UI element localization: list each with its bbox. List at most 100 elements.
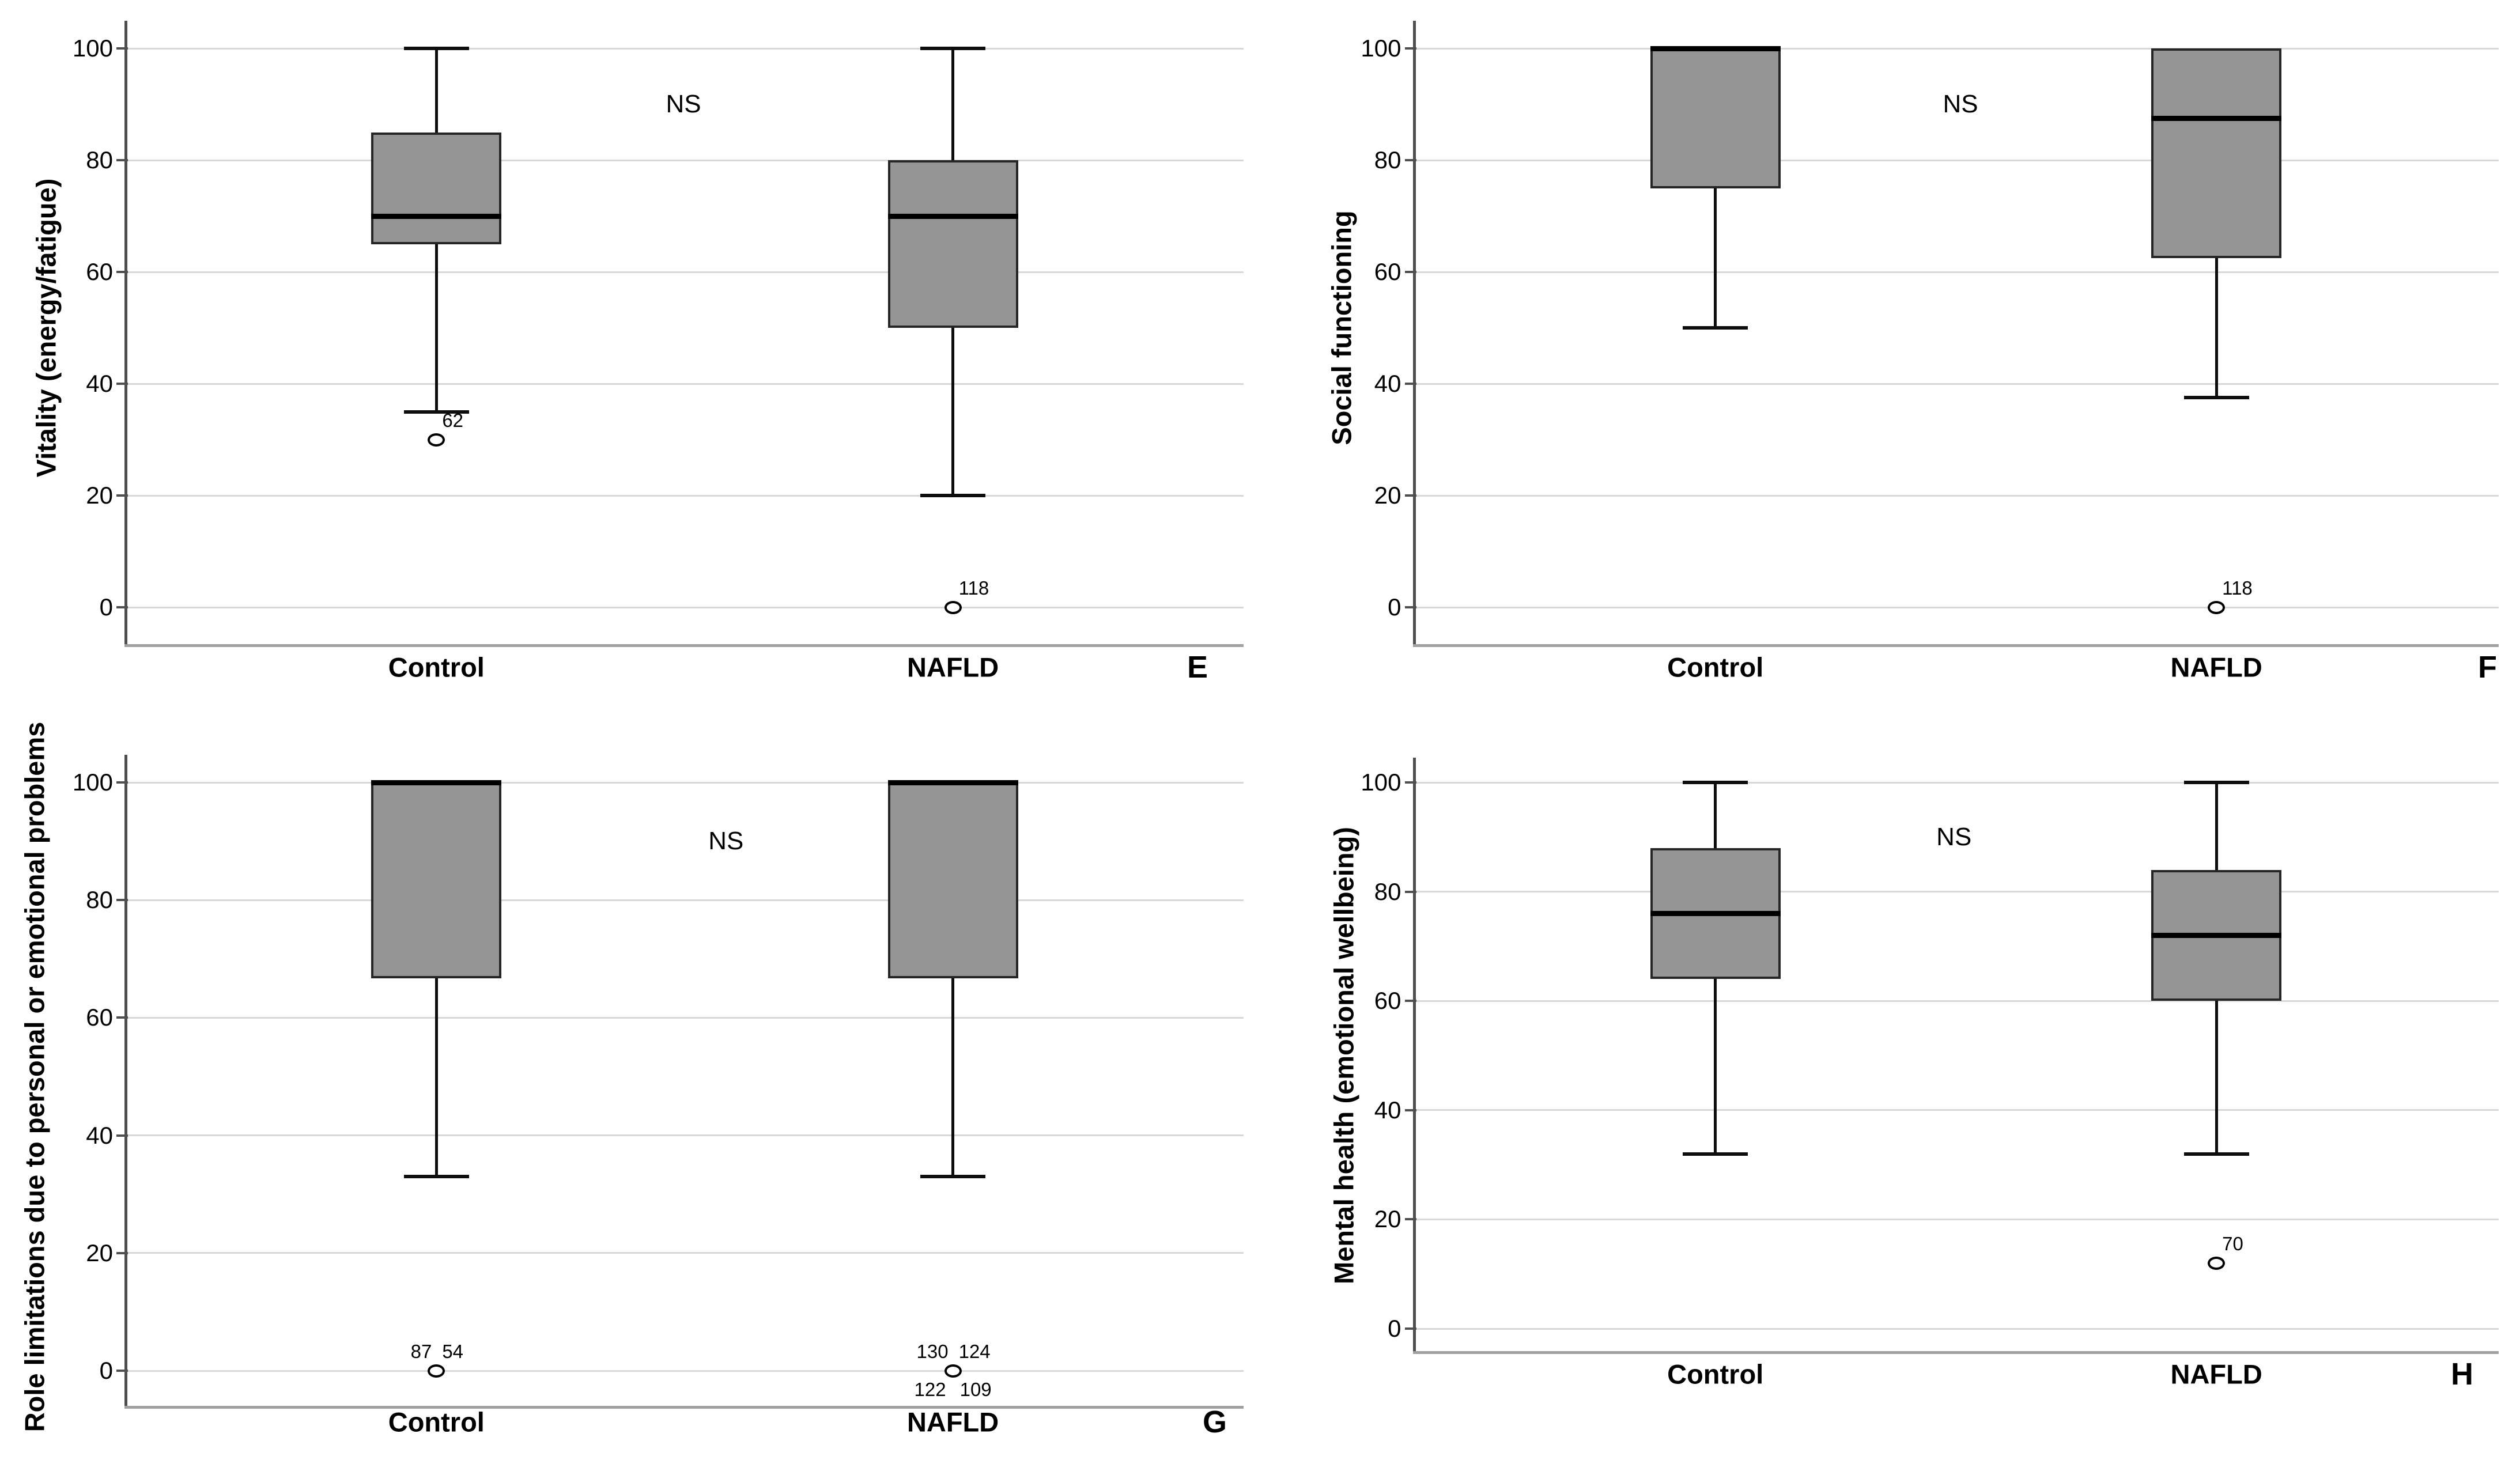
y-tick-label: 40 [1374, 370, 1401, 397]
whisker-cap-lower [1683, 326, 1748, 330]
whisker-cap-upper [920, 47, 986, 50]
panel-letter-F: F [2478, 650, 2497, 684]
y-tick-mark [116, 494, 128, 497]
outlier-point [2208, 1256, 2226, 1270]
y-tick-label: 0 [1388, 593, 1401, 621]
box-control [371, 782, 502, 978]
gridline [1414, 1218, 2499, 1220]
outlier-case-label: 87 [410, 1341, 432, 1362]
y-axis-line [124, 21, 127, 644]
y-tick-label: 0 [99, 593, 113, 621]
gridline [1414, 47, 2499, 50]
y-tick-label: 80 [1374, 146, 1401, 173]
y-tick-mark [1404, 383, 1416, 385]
whisker-cap-upper [403, 47, 469, 50]
y-tick-label: 60 [86, 1004, 113, 1031]
whisker-line-lower [435, 978, 438, 1177]
median-line [2151, 115, 2282, 121]
y-tick-label: 0 [99, 1357, 113, 1384]
y-tick-label: 100 [1361, 35, 1401, 62]
x-axis-line [1412, 1351, 2499, 1354]
whisker-line-lower [1714, 979, 1717, 1154]
y-tick-mark [116, 899, 128, 902]
significance-annotation: NS [1943, 90, 1978, 118]
outlier-case-label: 62 [442, 410, 464, 431]
y-tick-label: 80 [86, 886, 113, 914]
y-tick-mark [1404, 1000, 1416, 1003]
box-nafld [887, 782, 1018, 978]
box-control [1650, 48, 1781, 188]
outlier-point [944, 600, 962, 614]
whisker-cap-upper [1683, 781, 1748, 784]
median-line [2151, 932, 2282, 938]
gridline [126, 606, 1244, 608]
y-tick-mark [116, 606, 128, 608]
gridline [126, 1252, 1244, 1254]
whisker-cap-lower [2183, 1152, 2249, 1156]
outlier-case-label: 130 [916, 1341, 949, 1362]
gridline [1414, 781, 2499, 784]
y-tick-label: 40 [86, 1121, 113, 1149]
y-tick-label: 80 [1374, 877, 1401, 905]
panel-letter-G: G [1202, 1405, 1227, 1439]
category-label-nafld: NAFLD [906, 652, 999, 683]
y-tick-mark [1404, 47, 1416, 50]
whisker-line-lower [951, 328, 955, 496]
significance-annotation: NS [666, 90, 701, 118]
category-label-control: Control [388, 1406, 485, 1438]
y-tick-label: 20 [1374, 1205, 1401, 1233]
panel-letter-H: H [2451, 1357, 2473, 1391]
whisker-cap-lower [920, 494, 986, 497]
x-axis-line [124, 644, 1244, 647]
whisker-line-upper [2215, 782, 2218, 870]
outlier-point [428, 1364, 445, 1378]
y-tick-mark [116, 159, 128, 161]
category-label-nafld: NAFLD [2170, 652, 2262, 683]
whisker-line-upper [435, 48, 438, 133]
y-axis-label: Role limitations due to personal or emot… [19, 721, 50, 1432]
significance-annotation: NS [1936, 822, 1972, 851]
y-tick-label: 40 [1374, 1096, 1401, 1124]
gridline [1414, 1327, 2499, 1330]
box-nafld [887, 160, 1018, 328]
x-axis-line [1412, 644, 2499, 647]
whisker-cap-lower [920, 1175, 986, 1179]
y-tick-mark [116, 781, 128, 784]
panel-H: 0 20 40 60 80 100 Mental health (emotional wel… [1260, 730, 2520, 1460]
y-tick-mark [1404, 781, 1416, 784]
whisker-cap-lower [403, 410, 469, 414]
gridline [1414, 891, 2499, 893]
gridline [1414, 494, 2499, 497]
y-tick-label: 100 [72, 769, 113, 796]
outlier-case-label: 124 [958, 1341, 991, 1362]
y-axis-line [1412, 758, 1416, 1351]
outlier-point [2208, 600, 2226, 614]
gridline [1414, 159, 2499, 161]
outlier-case-label: 70 [2222, 1233, 2243, 1255]
gridline [1414, 383, 2499, 385]
y-tick-mark [1404, 159, 1416, 161]
panel-letter-E: E [1187, 650, 1208, 684]
whisker-line-upper [951, 48, 955, 160]
y-axis-label: Mental health (emotional wellbeing) [1328, 827, 1359, 1284]
gridline [1414, 606, 2499, 608]
gridline [1414, 271, 2499, 273]
y-axis-line [1412, 21, 1416, 644]
gridline [126, 1370, 1244, 1372]
gridline [126, 1016, 1244, 1019]
y-tick-mark [1404, 1109, 1416, 1111]
median-line [887, 213, 1018, 219]
whisker-line-upper [1714, 782, 1717, 848]
y-tick-label: 100 [1361, 769, 1401, 796]
y-axis-line [124, 755, 127, 1406]
median-line [1650, 911, 1781, 917]
median-line [887, 780, 1018, 785]
gridline [126, 159, 1244, 161]
outlier-case-label: 118 [958, 577, 989, 599]
category-label-control: Control [1667, 1359, 1764, 1390]
box-control [371, 132, 502, 244]
y-tick-label: 20 [86, 1239, 113, 1266]
outlier-point [428, 433, 445, 447]
y-tick-label: 20 [86, 482, 113, 509]
outlier-case-label: 54 [442, 1341, 464, 1362]
